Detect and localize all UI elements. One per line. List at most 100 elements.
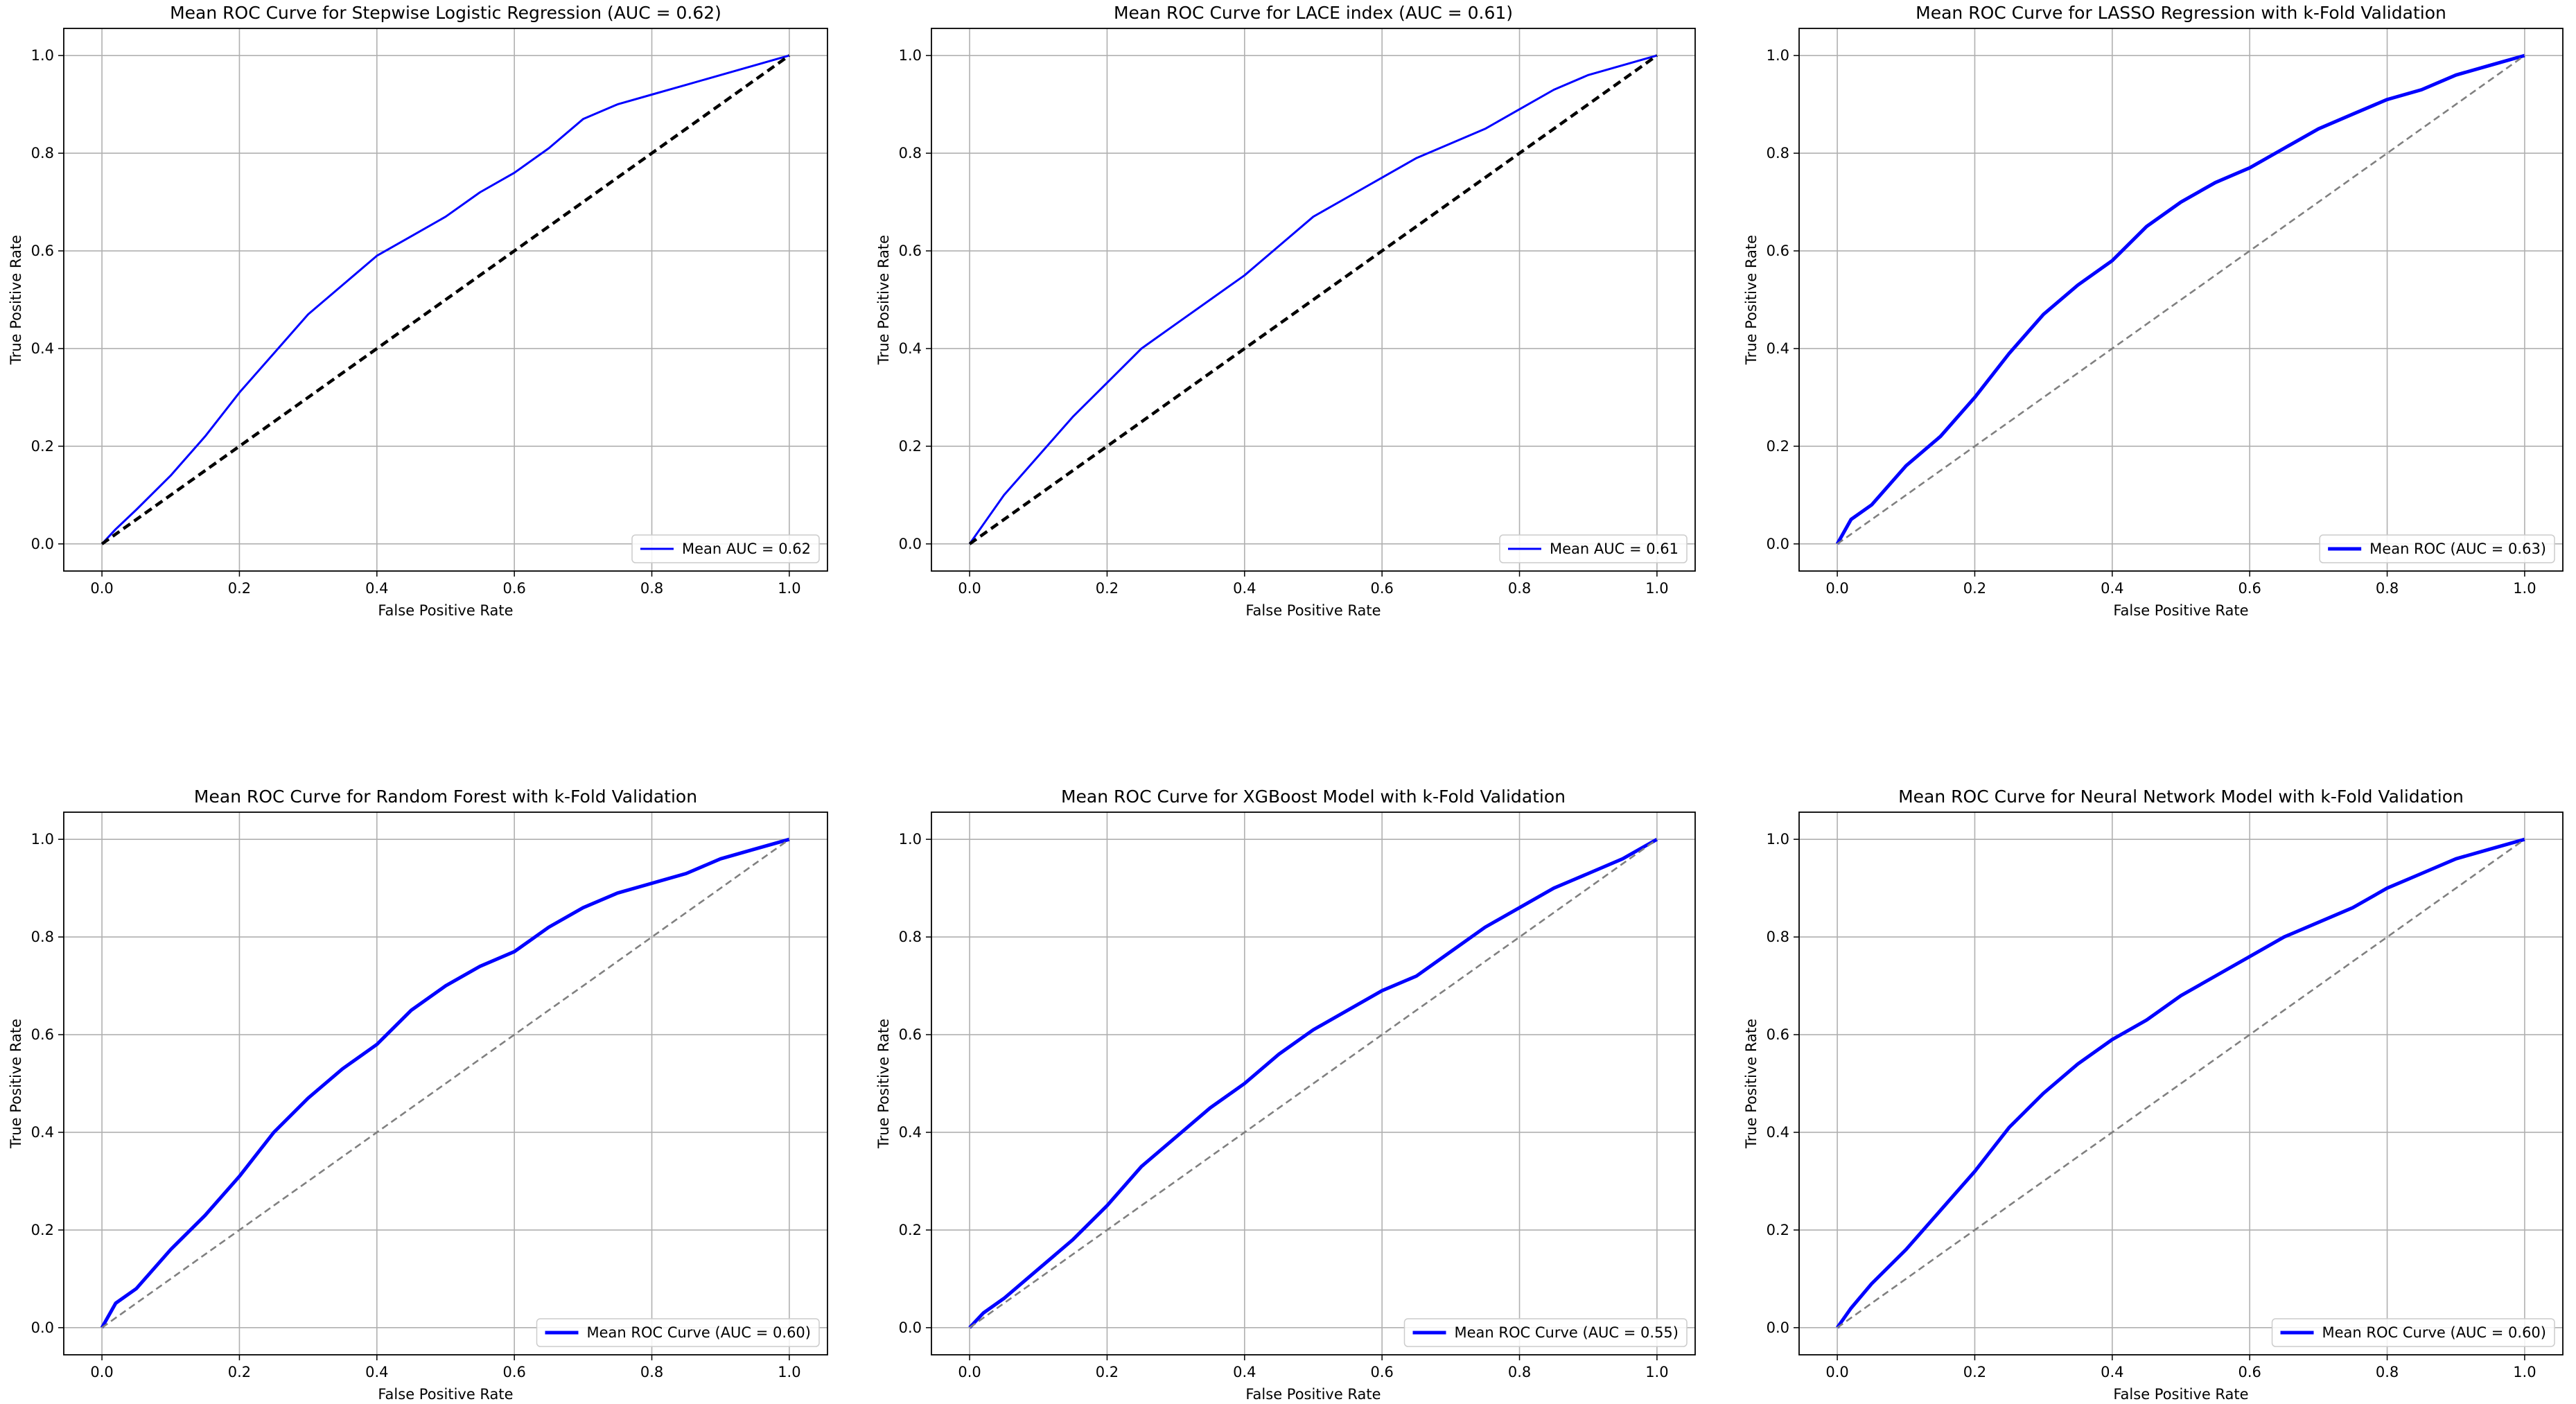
y-tick-label: 0.6 — [899, 1026, 922, 1043]
mean-roc-curve — [101, 54, 790, 545]
chart-title: Mean ROC Curve for Stepwise Logistic Reg… — [170, 3, 721, 23]
legend-box — [1499, 534, 1688, 563]
x-tick-label: 0.2 — [1963, 580, 1986, 597]
x-tick-label: 1.0 — [2513, 1364, 2536, 1380]
legend: Mean AUC = 0.61 — [1499, 534, 1688, 563]
axes-frame — [63, 28, 828, 572]
x-tick-label: 1.0 — [1645, 1364, 1668, 1380]
x-tick-label: 0.0 — [90, 1364, 113, 1380]
legend: Mean ROC Curve (AUC = 0.55) — [1403, 1318, 1688, 1347]
y-tick-label: 0.2 — [31, 438, 54, 455]
x-tick-label: 0.4 — [365, 1364, 388, 1380]
legend-box — [2271, 1318, 2555, 1347]
y-tick-label: 0.0 — [1767, 536, 1789, 552]
y-tick-label: 0.8 — [31, 145, 54, 161]
y-tick-label: 0.8 — [1767, 145, 1789, 161]
chance-diagonal-line — [100, 54, 791, 545]
x-tick-label: 0.4 — [2101, 1364, 2123, 1380]
y-tick-label: 0.0 — [31, 1319, 54, 1336]
roc-panel-1: 0.0 0.2 0.4 0.6 0.8 1.0 0.0 0.2 0.4 0.6 0.8 1.0 Mean… — [8, 3, 828, 619]
legend-label: Mean ROC (AUC = 0.63) — [2369, 541, 2546, 557]
legend: Mean ROC (AUC = 0.63) — [2319, 534, 2555, 563]
x-tick-label: 0.8 — [2376, 580, 2399, 597]
y-tick-label: 0.6 — [31, 243, 54, 259]
roc-panel-3: 0.0 0.2 0.4 0.6 0.8 1.0 0.0 0.2 0.4 0.6 0.8 1.0 Mean… — [1743, 3, 2564, 619]
x-tick-label: 0.8 — [1508, 1364, 1531, 1380]
x-tick-label: 1.0 — [1645, 580, 1668, 597]
roc-panel-2: 0.0 0.2 0.4 0.6 0.8 1.0 0.0 0.2 0.4 0.6 0.8 1.0 Mean… — [875, 3, 1696, 619]
legend-box — [2319, 534, 2555, 563]
y-tick-label: 0.2 — [31, 1222, 54, 1238]
x-tick-label: 0.8 — [640, 1364, 663, 1380]
y-tick-label: 1.0 — [899, 831, 922, 848]
x-tick-label: 0.6 — [2238, 580, 2261, 597]
x-tick-label: 0.4 — [2101, 580, 2123, 597]
y-tick-label: 0.0 — [1767, 1319, 1789, 1336]
x-tick-label: 0.6 — [1370, 1364, 1393, 1380]
mean-roc-curve — [1835, 53, 2525, 545]
y-tick-label: 0.6 — [1767, 243, 1789, 259]
roc-panel-6: 0.0 0.2 0.4 0.6 0.8 1.0 0.0 0.2 0.4 0.6 0.8 1.0 Mean… — [1743, 787, 2564, 1403]
x-tick-label: 1.0 — [2513, 580, 2536, 597]
x-axis-label: False Positive Rate — [378, 1386, 513, 1403]
mean-roc-curve — [968, 54, 1658, 545]
x-tick-label: 0.2 — [228, 580, 251, 597]
y-tick-label: 0.8 — [31, 929, 54, 945]
chance-diagonal-line — [1837, 55, 2525, 545]
mean-roc-curve — [968, 838, 1658, 1329]
x-tick-label: 0.0 — [958, 580, 981, 597]
y-tick-label: 0.8 — [899, 145, 922, 161]
x-tick-label: 0.2 — [1096, 580, 1119, 597]
mean-roc-curve — [1836, 837, 2525, 1329]
y-tick-label: 1.0 — [899, 47, 922, 64]
y-axis-label: True Positive Rate — [8, 1019, 24, 1149]
legend-label: Mean ROC Curve (AUC = 0.55) — [1455, 1324, 1679, 1341]
x-tick-label: 0.2 — [1096, 1364, 1119, 1380]
y-tick-label: 0.4 — [1767, 340, 1789, 357]
y-tick-label: 0.4 — [31, 1124, 54, 1141]
x-tick-label: 0.8 — [2376, 1364, 2399, 1380]
x-tick-label: 0.8 — [640, 580, 663, 597]
x-tick-label: 0.6 — [502, 1364, 525, 1380]
y-tick-label: 0.4 — [899, 340, 922, 357]
y-axis-label: True Positive Rate — [1743, 235, 1760, 365]
mean-roc-curve — [100, 837, 790, 1329]
y-tick-label: 0.6 — [899, 243, 922, 259]
x-axis-label: False Positive Rate — [2113, 1386, 2248, 1403]
chart-title: Mean ROC Curve for LACE index (AUC = 0.6… — [1114, 3, 1513, 23]
y-tick-label: 1.0 — [1767, 47, 1789, 64]
y-tick-label: 0.8 — [899, 929, 922, 945]
x-tick-label: 0.6 — [502, 580, 525, 597]
axes-frame — [931, 811, 1696, 1355]
y-tick-label: 0.4 — [899, 1124, 922, 1141]
legend-label: Mean AUC = 0.61 — [1550, 541, 1679, 557]
y-tick-label: 1.0 — [1767, 831, 1789, 848]
legend: Mean AUC = 0.62 — [631, 534, 820, 563]
y-tick-label: 0.4 — [31, 340, 54, 357]
x-axis-label: False Positive Rate — [1245, 1386, 1381, 1403]
x-tick-label: 1.0 — [778, 580, 800, 597]
y-axis-label: True Positive Rate — [875, 1019, 892, 1149]
y-tick-label: 1.0 — [31, 47, 54, 64]
legend-box — [631, 534, 820, 563]
x-tick-label: 0.4 — [1233, 1364, 1256, 1380]
y-tick-label: 0.6 — [31, 1026, 54, 1043]
y-tick-label: 1.0 — [31, 831, 54, 848]
x-tick-label: 0.4 — [1233, 580, 1256, 597]
x-tick-label: 0.0 — [1825, 580, 1848, 597]
y-tick-label: 0.2 — [899, 438, 922, 455]
y-tick-label: 0.2 — [1767, 438, 1789, 455]
y-tick-label: 0.4 — [1767, 1124, 1789, 1141]
chart-title: Mean ROC Curve for Random Forest with k-… — [194, 787, 697, 807]
axes-frame — [1798, 811, 2564, 1355]
x-tick-label: 0.0 — [958, 1364, 981, 1380]
y-tick-label: 0.8 — [1767, 929, 1789, 945]
chance-diagonal-line — [969, 839, 1658, 1328]
y-tick-label: 0.6 — [1767, 1026, 1789, 1043]
x-axis-label: False Positive Rate — [2113, 602, 2248, 619]
axes-frame — [1798, 28, 2564, 572]
y-axis-label: True Positive Rate — [875, 235, 892, 365]
legend-box — [536, 1318, 820, 1347]
roc-panel-4: 0.0 0.2 0.4 0.6 0.8 1.0 0.0 0.2 0.4 0.6 0.8 1.0 Mean… — [8, 787, 828, 1403]
y-tick-label: 0.0 — [899, 536, 922, 552]
